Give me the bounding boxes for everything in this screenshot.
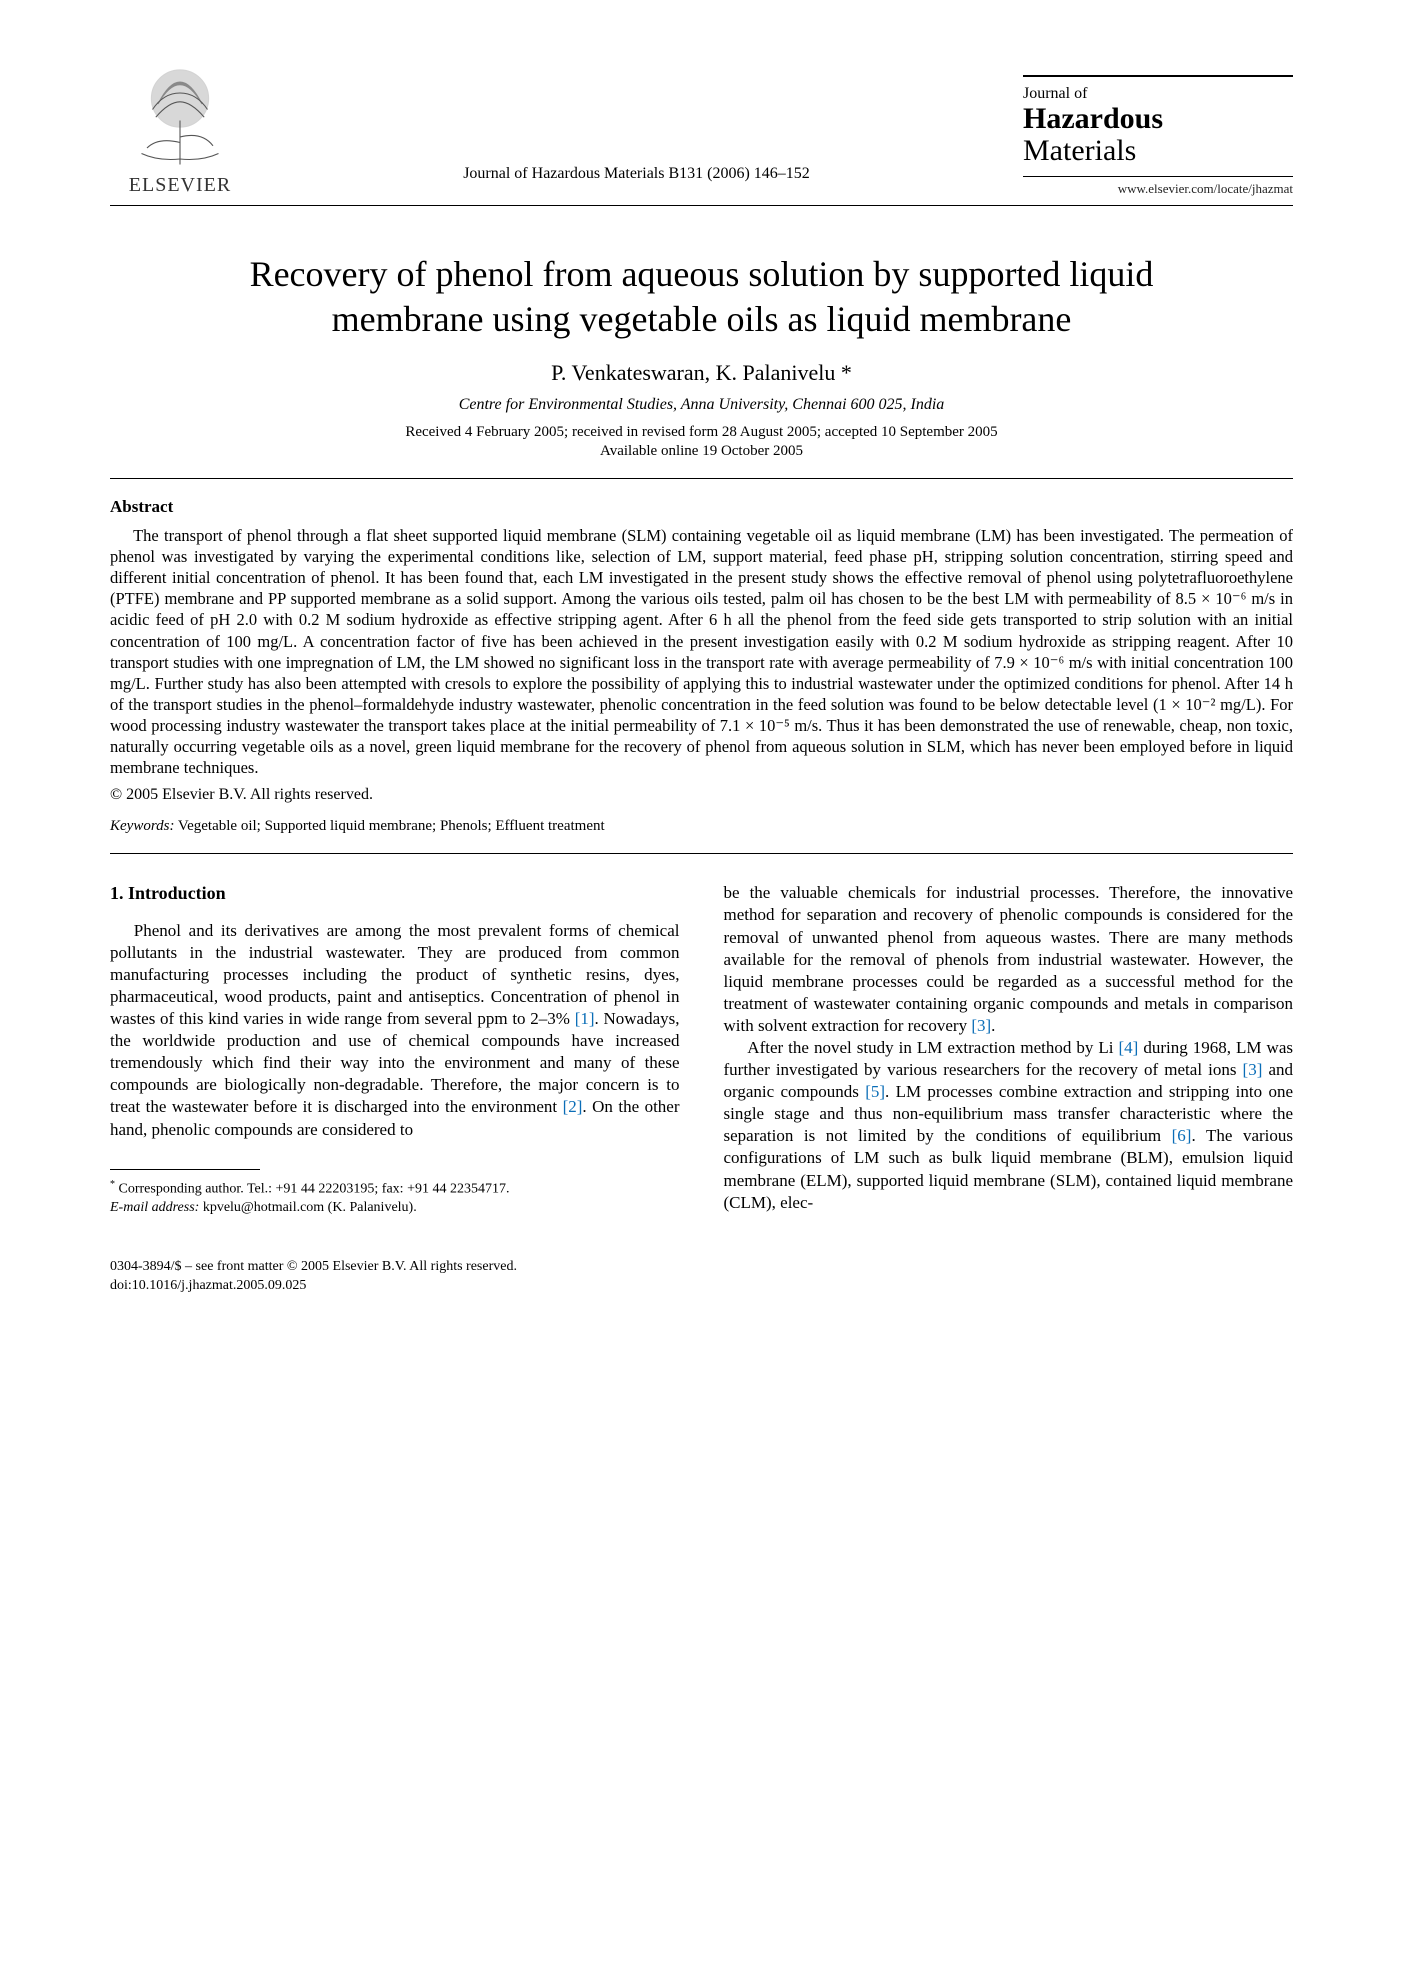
- article-title: Recovery of phenol from aqueous solution…: [170, 252, 1233, 342]
- header-row: ELSEVIER Journal of Hazardous Materials …: [110, 60, 1293, 197]
- citation-2[interactable]: [2]: [563, 1097, 583, 1116]
- history-dates-line1: Received 4 February 2005; received in re…: [110, 424, 1293, 441]
- journal-url[interactable]: www.elsevier.com/locate/jhazmat: [1023, 181, 1293, 197]
- citation-6[interactable]: [6]: [1172, 1126, 1192, 1145]
- journal-name-line2: Materials: [1023, 135, 1293, 167]
- publisher-name: ELSEVIER: [129, 174, 231, 197]
- intro-para-2: After the novel study in LM extraction m…: [724, 1037, 1294, 1214]
- footnote-corr-text: Corresponding author. Tel.: +91 44 22203…: [115, 1181, 509, 1196]
- footnote-email-label: E-mail address:: [110, 1200, 199, 1215]
- doi-block: 0304-3894/$ – see front matter © 2005 El…: [110, 1258, 680, 1296]
- footnote-email-value[interactable]: kpvelu@hotmail.com (K. Palanivelu).: [199, 1200, 416, 1215]
- citation-3b[interactable]: [3]: [1243, 1060, 1263, 1079]
- journal-name-prefix: Journal of: [1023, 85, 1293, 103]
- citation-3[interactable]: [3]: [971, 1016, 991, 1035]
- publisher-logo-block: ELSEVIER: [110, 60, 250, 197]
- abstract-body: The transport of phenol through a flat s…: [110, 525, 1293, 778]
- keywords-line: Keywords: Vegetable oil; Supported liqui…: [110, 818, 1293, 835]
- affiliation: Centre for Environmental Studies, Anna U…: [110, 396, 1293, 414]
- pre-abstract-rule: [110, 478, 1293, 479]
- footnote-rule: [110, 1169, 260, 1170]
- intro-para-1: Phenol and its derivatives are among the…: [110, 920, 680, 1141]
- body-columns: 1. Introduction Phenol and its derivativ…: [110, 882, 1293, 1296]
- doi-line: doi:10.1016/j.jhazmat.2005.09.025: [110, 1277, 680, 1296]
- corresponding-author-footnote: * Corresponding author. Tel.: +91 44 222…: [110, 1178, 680, 1218]
- header-rule: [110, 205, 1293, 206]
- front-matter-line: 0304-3894/$ – see front matter © 2005 El…: [110, 1258, 680, 1277]
- section-1-heading: 1. Introduction: [110, 882, 680, 905]
- copyright-line: © 2005 Elsevier B.V. All rights reserved…: [110, 786, 1293, 804]
- intro-p2-a: After the novel study in LM extraction m…: [747, 1038, 1118, 1057]
- citation-1[interactable]: [1]: [575, 1009, 595, 1028]
- abstract-heading: Abstract: [110, 497, 1293, 517]
- keywords-label: Keywords:: [110, 818, 174, 834]
- history-dates-line2: Available online 19 October 2005: [110, 443, 1293, 460]
- post-abstract-rule: [110, 853, 1293, 854]
- citation-4[interactable]: [4]: [1119, 1038, 1139, 1057]
- intro-para-1-cont: be the valuable chemicals for industrial…: [724, 882, 1294, 1037]
- keywords-value: Vegetable oil; Supported liquid membrane…: [174, 818, 604, 834]
- elsevier-tree-icon: [125, 60, 235, 170]
- journal-title-box: Journal of Hazardous Materials www.elsev…: [1023, 75, 1293, 197]
- journal-reference: Journal of Hazardous Materials B131 (200…: [250, 165, 1023, 197]
- journal-name-line1: Hazardous: [1023, 103, 1293, 135]
- authors-line: P. Venkateswaran, K. Palanivelu *: [110, 360, 1293, 386]
- left-column: 1. Introduction Phenol and its derivativ…: [110, 882, 680, 1296]
- citation-5[interactable]: [5]: [865, 1082, 885, 1101]
- right-column: be the valuable chemicals for industrial…: [724, 882, 1294, 1296]
- intro-p1r-a: be the valuable chemicals for industrial…: [724, 883, 1294, 1035]
- intro-p1r-b: .: [991, 1016, 995, 1035]
